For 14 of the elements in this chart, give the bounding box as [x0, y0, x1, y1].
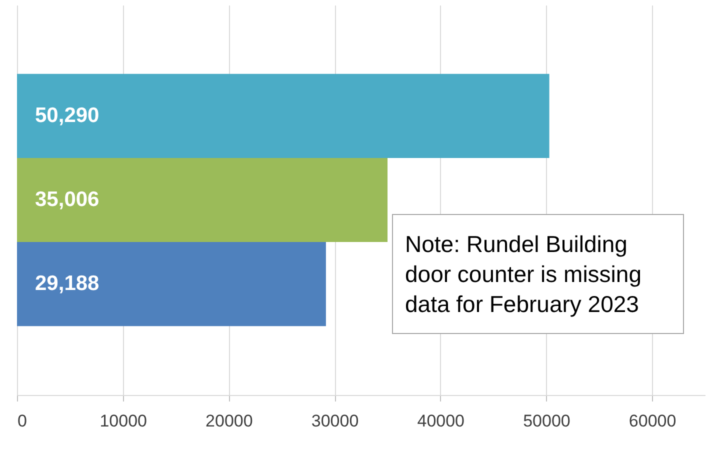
x-tick-label: 40000 [417, 412, 465, 430]
data-label: 35,006 [35, 188, 100, 211]
x-tick-label: 30000 [311, 412, 359, 430]
data-label: 29,188 [35, 272, 100, 296]
x-tick-label: 20000 [206, 412, 253, 430]
x-tick-label: 0 [18, 412, 27, 430]
x-tick-label: 10000 [100, 412, 147, 430]
bar [17, 74, 550, 158]
data-label: 50,290 [35, 104, 100, 127]
x-tick-label: 60000 [628, 412, 676, 430]
bar [17, 158, 388, 242]
bar [17, 242, 326, 326]
annotation: Note: Rundel Building door counter is missing data for February 2023 [392, 214, 684, 334]
x-tick-label: 50000 [523, 412, 570, 430]
